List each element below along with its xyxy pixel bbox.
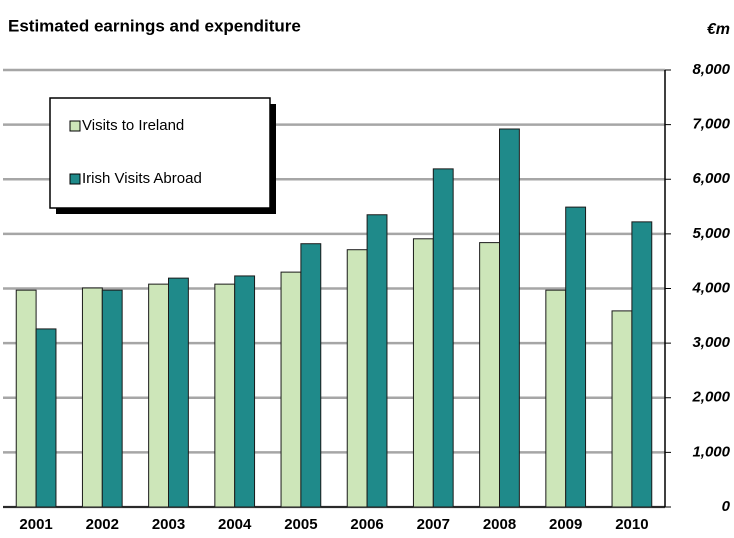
x-tick-label: 2010: [615, 516, 648, 533]
bar: [366, 214, 388, 508]
bar: [81, 287, 103, 508]
bar: [214, 283, 236, 508]
x-tick-label: 2001: [19, 516, 52, 533]
bar: [545, 289, 567, 508]
y-tick-label: 3,000: [692, 334, 730, 351]
bar: [631, 221, 653, 508]
legend-label: Visits to Ireland: [82, 117, 184, 134]
y-tick-label: 2,000: [691, 389, 730, 406]
bar: [168, 277, 189, 508]
bar: [499, 128, 520, 508]
bar: [35, 328, 57, 508]
y-tick-label: 0: [722, 498, 731, 515]
legend-swatch: [69, 173, 81, 185]
bar: [101, 289, 123, 508]
y-tick-label: 6,000: [692, 170, 730, 187]
y-tick-label: 1,000: [692, 443, 730, 460]
x-tick-label: 2008: [483, 516, 516, 533]
y-tick-label: 8,000: [692, 61, 730, 78]
bar: [346, 249, 368, 508]
x-tick-label: 2005: [284, 516, 317, 533]
y-tick-label: 7,000: [692, 116, 730, 133]
bar: [479, 242, 501, 508]
legend-swatch: [69, 120, 81, 132]
y-tick-label: 5,000: [692, 225, 730, 242]
legend-label: Irish Visits Abroad: [82, 170, 202, 187]
chart-title: Estimated earnings and expenditure: [8, 16, 301, 35]
x-tick-label: 2003: [152, 516, 185, 533]
unit-label: €m: [707, 21, 730, 38]
x-tick-label: 2009: [549, 516, 582, 533]
legend: [49, 97, 271, 209]
y-tick-label: 4,000: [691, 279, 730, 296]
bar: [280, 271, 302, 508]
bar: [300, 243, 322, 508]
bar: [15, 289, 37, 508]
bar: [148, 283, 169, 508]
bar: [432, 168, 454, 508]
x-tick-label: 2004: [218, 516, 252, 533]
bar: [412, 238, 434, 508]
x-tick-label: 2006: [350, 516, 383, 533]
bar: [611, 310, 633, 508]
bar: [234, 275, 256, 508]
x-tick-label: 2007: [417, 516, 450, 533]
bar: [565, 206, 587, 508]
x-tick-label: 2002: [86, 516, 119, 533]
